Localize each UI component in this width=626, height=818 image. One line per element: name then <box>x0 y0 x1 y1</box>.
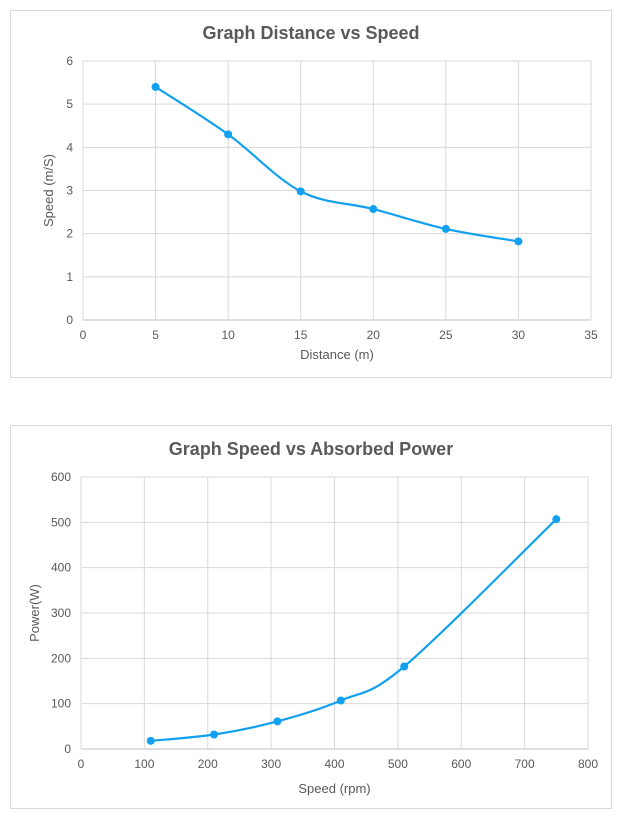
y-tick-label: 1 <box>66 270 73 284</box>
y-axis-label: Power(W) <box>27 584 42 642</box>
x-tick-label: 5 <box>152 328 159 342</box>
y-tick-label: 3 <box>66 184 73 198</box>
data-point <box>224 130 233 139</box>
y-tick-label: 600 <box>51 470 71 484</box>
chart-distance-vs-speed: 0 1 2 3 4 5 6 0 5 10 15 20 25 30 35 Graph Distance vs S… <box>10 10 612 378</box>
y-tick-label: 200 <box>51 651 71 665</box>
y-tick-label: 4 <box>66 140 73 154</box>
x-tick-label: 800 <box>578 757 598 771</box>
x-tick-label: 500 <box>388 757 408 771</box>
x-tick-label: 15 <box>294 328 308 342</box>
y-tick-label: 0 <box>66 313 73 327</box>
y-axis-label: Speed (m/S) <box>41 154 56 227</box>
x-tick-label: 30 <box>512 328 526 342</box>
y-tick-label: 500 <box>51 515 71 529</box>
chart-svg: 0 100 200 300 400 500 600 0 100 200 300 400 500 600 70… <box>27 439 598 796</box>
x-tick-label: 20 <box>367 328 381 342</box>
x-tick-label: 10 <box>221 328 235 342</box>
data-point <box>400 662 409 671</box>
data-point <box>552 515 561 524</box>
data-point <box>336 696 345 705</box>
y-tick-label: 0 <box>64 742 71 756</box>
y-tick-label: 6 <box>66 54 73 68</box>
y-tick-label: 100 <box>51 697 71 711</box>
x-tick-label: 100 <box>134 757 154 771</box>
x-tick-label: 300 <box>261 757 281 771</box>
x-axis-label: Distance (m) <box>300 347 374 362</box>
x-tick-label: 400 <box>324 757 344 771</box>
x-tick-label: 700 <box>515 757 535 771</box>
chart-title: Graph Speed vs Absorbed Power <box>169 439 453 459</box>
data-point <box>273 717 282 726</box>
data-point <box>514 237 523 246</box>
data-point <box>210 730 219 739</box>
data-point <box>369 205 378 214</box>
x-tick-label: 0 <box>80 328 87 342</box>
x-axis-label: Speed (rpm) <box>298 781 370 796</box>
y-tick-label: 300 <box>51 606 71 620</box>
x-tick-label: 35 <box>584 328 598 342</box>
series-line <box>150 518 558 742</box>
y-tick-label: 5 <box>66 97 73 111</box>
y-tick-label: 2 <box>66 227 73 241</box>
series-line <box>154 85 519 243</box>
x-tick-label: 200 <box>198 757 218 771</box>
x-tick-label: 0 <box>78 757 85 771</box>
data-point <box>146 736 155 745</box>
chart-title: Graph Distance vs Speed <box>202 23 419 43</box>
chart-svg: 0 1 2 3 4 5 6 0 5 10 15 20 25 30 35 Graph Distance vs S… <box>41 23 598 362</box>
y-tick-label: 400 <box>51 561 71 575</box>
x-tick-label: 25 <box>439 328 453 342</box>
data-point <box>151 82 160 91</box>
x-tick-label: 600 <box>451 757 471 771</box>
chart-speed-vs-power: 0 100 200 300 400 500 600 0 100 200 300 400 500 600 70… <box>10 425 612 809</box>
data-point <box>296 187 305 196</box>
data-point <box>441 224 450 233</box>
